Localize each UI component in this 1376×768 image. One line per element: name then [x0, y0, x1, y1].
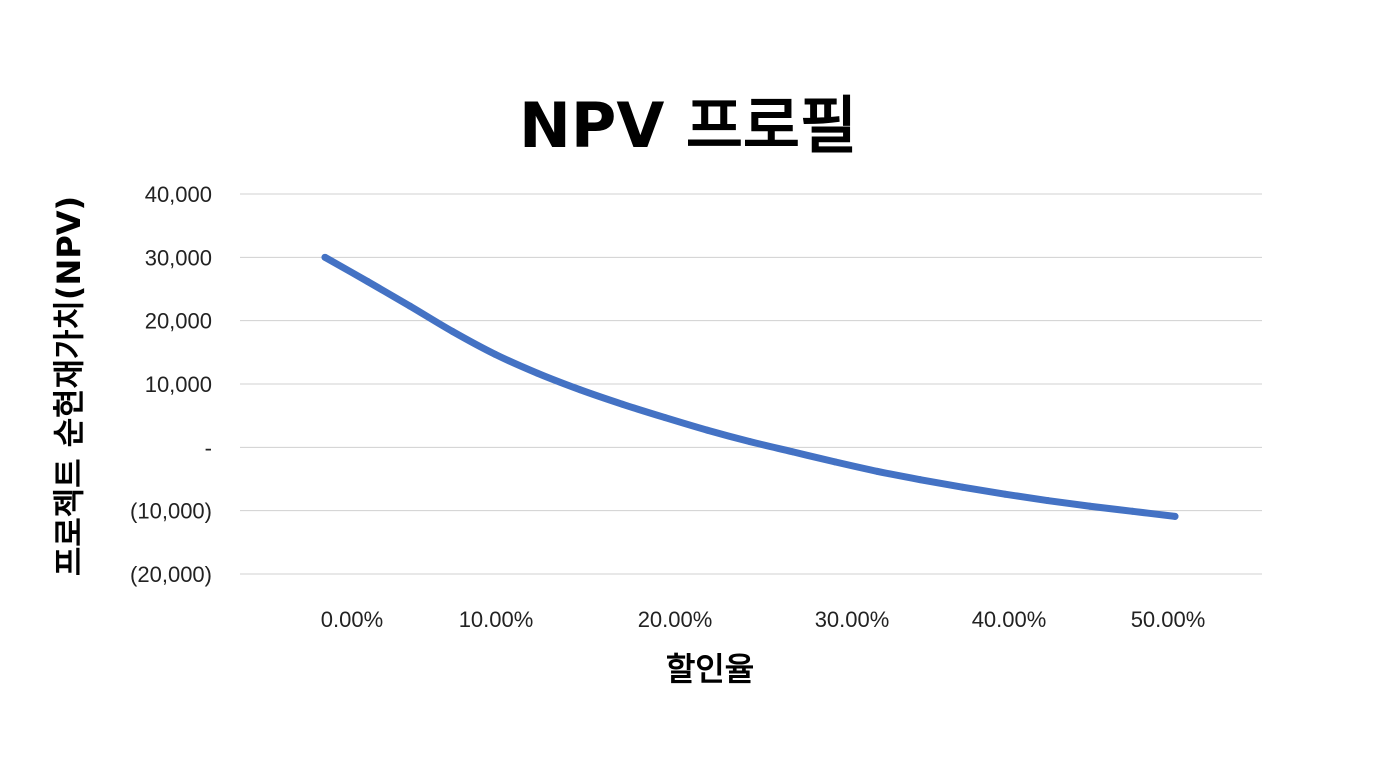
x-tick-label-1: 10.00% — [459, 607, 534, 632]
npv-data-point-12 — [831, 458, 839, 466]
y-axis-title: 프로젝트 순현재가치(NPV) — [50, 196, 88, 576]
npv-data-point-7 — [619, 400, 626, 408]
npv-data-point-10 — [746, 438, 754, 446]
y-tick-label-4: - — [205, 435, 212, 460]
grid-lines — [240, 193, 1262, 575]
npv-data-point-17 — [1044, 497, 1051, 505]
npv-data-point-9 — [704, 426, 711, 434]
npv-series-line — [321, 253, 1179, 520]
npv-data-point-0 — [321, 253, 329, 261]
npv-data-point-11 — [789, 448, 796, 456]
y-tick-label-5: (10,000) — [130, 499, 212, 524]
npv-data-point-3 — [449, 327, 456, 335]
x-axis-title: 할인율 — [666, 650, 754, 688]
npv-data-point-15 — [959, 483, 966, 491]
x-tick-label-5: 50.00% — [1131, 607, 1206, 632]
x-tick-label-0: 0.00% — [321, 607, 383, 632]
npv-data-point-16 — [1001, 490, 1009, 498]
npv-data-point-4 — [491, 350, 499, 358]
x-tick-label-4: 40.00% — [972, 607, 1047, 632]
npv-data-point-20 — [1171, 512, 1179, 520]
npv-data-point-1 — [364, 277, 371, 285]
y-axis-tick-labels: 40,000 30,000 20,000 10,000 - (10,000) (20,000… — [130, 182, 212, 587]
npv-data-point-19 — [1129, 507, 1136, 515]
y-tick-label-2: 20,000 — [145, 309, 212, 334]
npv-data-point-8 — [661, 414, 669, 422]
npv-data-point-18 — [1086, 502, 1094, 510]
x-axis-tick-labels: 0.00% 10.00% 20.00% 30.00% 40.00% 50.00% — [321, 607, 1206, 632]
npv-data-point-2 — [406, 302, 414, 310]
y-tick-label-1: 30,000 — [145, 245, 212, 270]
x-tick-label-3: 30.00% — [815, 607, 890, 632]
npv-data-point-14 — [916, 476, 924, 484]
chart-title: NPV 프로필 — [518, 89, 858, 162]
npv-data-point-13 — [874, 467, 881, 475]
y-tick-label-3: 10,000 — [145, 372, 212, 397]
npv-data-point-5 — [534, 369, 541, 377]
x-tick-label-2: 20.00% — [638, 607, 713, 632]
y-tick-label-0: 40,000 — [145, 182, 212, 207]
npv-data-point-6 — [576, 386, 584, 394]
y-tick-label-6: (20,000) — [130, 562, 212, 587]
series-layer — [321, 253, 1179, 520]
